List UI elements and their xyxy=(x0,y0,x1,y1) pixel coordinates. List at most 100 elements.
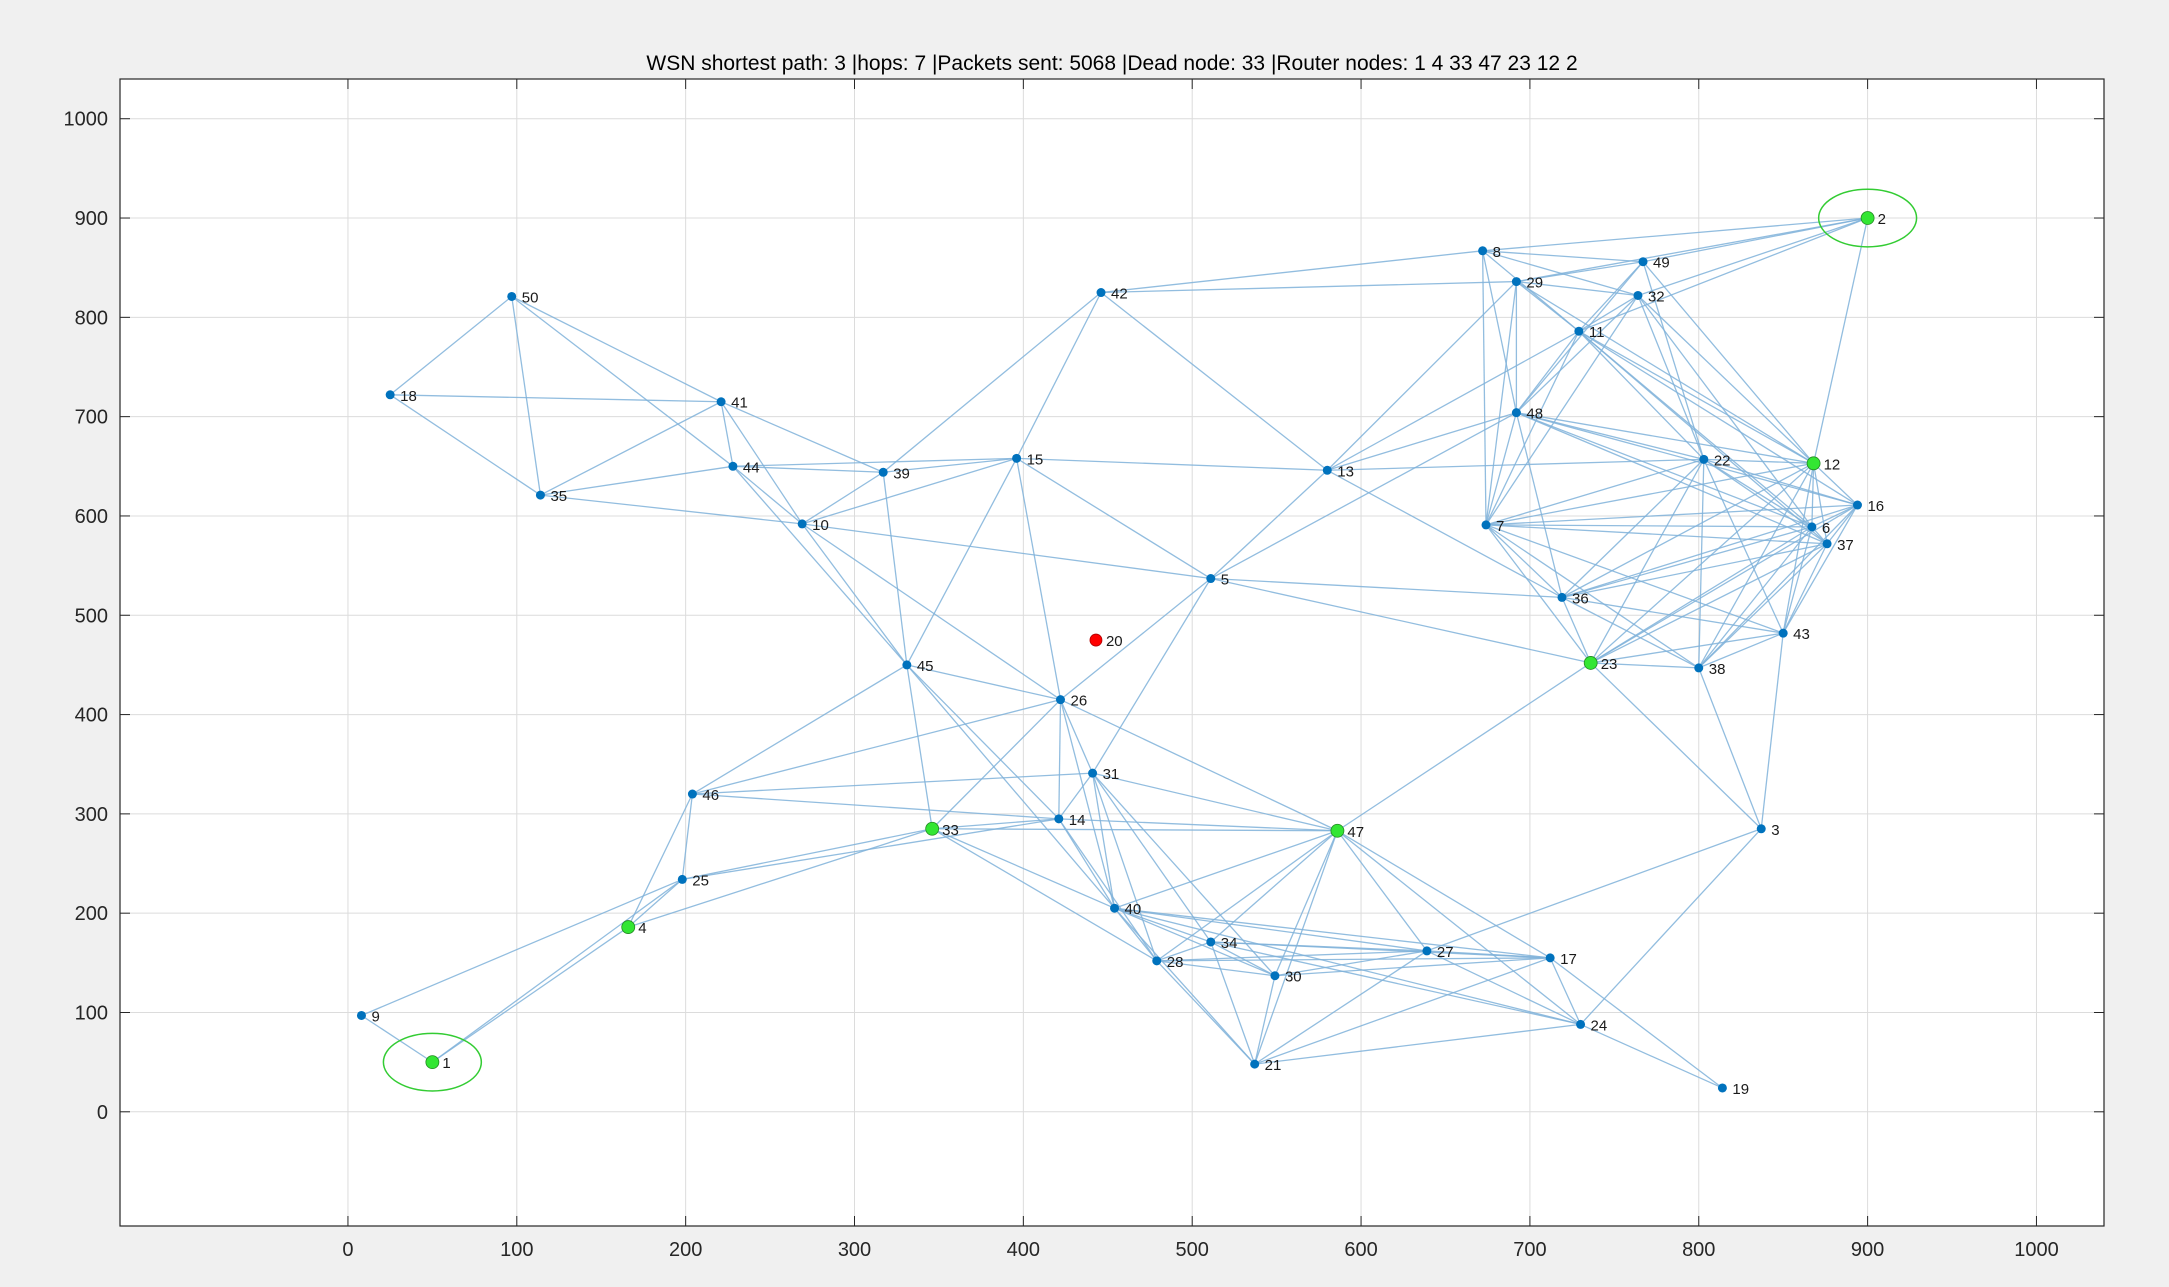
y-tick-label: 900 xyxy=(75,208,108,230)
edge-line xyxy=(1114,907,1551,959)
edge-line xyxy=(1578,261,1644,332)
edge-line xyxy=(1114,907,1427,952)
edge-line xyxy=(1485,524,1592,664)
edge-line xyxy=(1485,504,1858,526)
edge-line xyxy=(511,295,734,467)
edge-line xyxy=(1426,828,1762,952)
edge-line xyxy=(1091,773,1116,909)
sensor-node xyxy=(728,461,738,471)
edge-line xyxy=(627,793,693,928)
edge-line xyxy=(1590,632,1784,664)
edge-line xyxy=(1114,907,1256,1065)
sensor-node xyxy=(1511,277,1521,287)
y-tick-label: 800 xyxy=(75,307,108,329)
edge-line xyxy=(1114,907,1581,1026)
sensor-node xyxy=(1822,539,1832,549)
edge-line xyxy=(1092,772,1338,832)
edge-line xyxy=(692,664,908,795)
sensor-node xyxy=(1545,953,1555,963)
x-tick-label: 300 xyxy=(838,1239,871,1261)
edge-line xyxy=(1092,772,1212,943)
sensor-node xyxy=(1088,768,1098,778)
edge-line xyxy=(1426,950,1551,959)
edge-line xyxy=(1210,941,1256,1065)
sensor-node xyxy=(1574,326,1584,336)
router-node xyxy=(1806,456,1821,471)
node-label: 21 xyxy=(1265,1057,1282,1074)
edge-line xyxy=(1812,463,1828,544)
edge-line xyxy=(1590,662,1699,669)
edge-line xyxy=(1114,830,1338,909)
y-tick-label: 0 xyxy=(97,1102,108,1124)
y-tick-label: 600 xyxy=(75,506,108,528)
edge-line xyxy=(1826,504,1858,545)
node-label: 25 xyxy=(692,872,709,889)
edge-line xyxy=(1101,280,1517,294)
edge-line xyxy=(1210,941,1276,977)
sensor-node xyxy=(1054,814,1064,824)
edge-line xyxy=(1337,830,1551,959)
node-label: 37 xyxy=(1837,537,1854,554)
edge-line xyxy=(1698,504,1858,669)
x-tick-label: 1000 xyxy=(2014,1239,2059,1261)
edge-line xyxy=(1590,459,1705,664)
edge-line xyxy=(1156,960,1276,977)
y-tick-label: 400 xyxy=(75,705,108,727)
sensor-node xyxy=(716,397,726,407)
node-label: 43 xyxy=(1793,626,1810,643)
sensor-node xyxy=(1852,500,1862,510)
edge-line xyxy=(906,664,1061,701)
edge-line xyxy=(1698,667,1762,830)
edge-line xyxy=(1210,577,1591,664)
x-tick-label: 600 xyxy=(1344,1239,1377,1261)
edge-line xyxy=(1760,633,1784,829)
y-tick-label: 300 xyxy=(75,804,108,826)
edge-line xyxy=(1578,217,1868,332)
node-label: 8 xyxy=(1493,244,1501,261)
sensor-node xyxy=(1694,663,1704,673)
edge-line xyxy=(1156,960,1256,1065)
router-node xyxy=(1583,656,1598,670)
edge-line xyxy=(431,878,683,1063)
edge-line xyxy=(389,394,541,496)
edge-line xyxy=(1274,957,1551,977)
edge-line xyxy=(1156,950,1427,962)
edge-line xyxy=(1326,469,1563,598)
edge-line xyxy=(1210,941,1581,1026)
sensor-node xyxy=(1322,465,1332,475)
edge-line xyxy=(1515,330,1580,414)
x-tick-label: 800 xyxy=(1682,1239,1715,1261)
edge-line xyxy=(1156,957,1551,962)
sensor-node xyxy=(1250,1059,1260,1069)
edge-line xyxy=(1515,281,1580,332)
edge-line xyxy=(1782,543,1828,634)
edge-line xyxy=(1516,217,1868,283)
node-label: 44 xyxy=(743,459,760,476)
node-label: 11 xyxy=(1589,324,1605,341)
node-label: 1 xyxy=(442,1055,450,1072)
node-label: 45 xyxy=(917,658,934,675)
node-label-layer: 1234567891011121314151617181920212223242… xyxy=(371,211,1885,1098)
edge-line xyxy=(882,292,1102,473)
edge-line xyxy=(1210,412,1517,580)
edge-line xyxy=(1561,597,1592,664)
edge-line xyxy=(1485,330,1580,526)
node-label: 42 xyxy=(1111,286,1128,303)
node-label: 30 xyxy=(1285,969,1302,986)
edge-line xyxy=(1590,526,1813,664)
edge-line xyxy=(540,401,722,496)
sensor-node xyxy=(507,291,517,301)
sensor-node xyxy=(1807,522,1817,532)
edge-line xyxy=(1210,469,1328,579)
edge-line xyxy=(361,878,683,1017)
edge-line xyxy=(361,1014,433,1063)
y-tick-label: 500 xyxy=(75,605,108,627)
edge-line xyxy=(906,664,1060,820)
node-layer xyxy=(356,211,1875,1093)
sensor-node xyxy=(677,874,687,884)
sensor-node xyxy=(1756,824,1766,834)
sensor-node xyxy=(1557,592,1567,602)
router-node xyxy=(1330,823,1345,838)
edge-line xyxy=(1482,217,1868,252)
